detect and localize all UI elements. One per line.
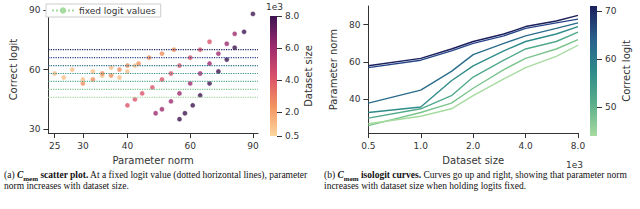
svg-text:Parameter norm: Parameter norm <box>113 155 194 166</box>
svg-text:1e3: 1e3 <box>566 160 583 170</box>
svg-text:Dataset size: Dataset size <box>303 45 314 107</box>
svg-text:2.0: 2.0 <box>466 141 481 151</box>
svg-text:60: 60 <box>184 141 196 151</box>
svg-text:80: 80 <box>349 20 361 30</box>
svg-text:90: 90 <box>29 5 41 15</box>
svg-text:60: 60 <box>605 54 617 64</box>
svg-text:4.0: 4.0 <box>285 75 300 85</box>
svg-text:2.0: 2.0 <box>285 107 300 117</box>
svg-text:fixed logit values: fixed logit values <box>79 6 156 16</box>
svg-text:30: 30 <box>29 124 41 134</box>
html-text:(a) Cmemscatter plot. At a fix: (a) Cmemscatter plot. At a fixed logit v… <box>4 170 308 191</box>
svg-text:60: 60 <box>29 65 41 75</box>
svg-text:Parameter norm: Parameter norm <box>328 29 339 110</box>
svg-text:Correct logit: Correct logit <box>621 40 632 102</box>
svg-text:6.0: 6.0 <box>285 43 300 53</box>
svg-text:25: 25 <box>49 141 60 151</box>
svg-text:0.5: 0.5 <box>361 141 375 151</box>
svg-text:50: 50 <box>605 102 617 112</box>
svg-text:40: 40 <box>122 141 134 151</box>
svg-text:Dataset size: Dataset size <box>442 155 504 166</box>
svg-text:60: 60 <box>349 57 361 67</box>
svg-text:1e3: 1e3 <box>266 2 283 12</box>
svg-text:70: 70 <box>605 6 617 16</box>
svg-text:1.0: 1.0 <box>414 141 429 151</box>
svg-text:8.0: 8.0 <box>285 11 300 21</box>
svg-text:90: 90 <box>247 141 259 151</box>
svg-text:30: 30 <box>77 141 89 151</box>
svg-text:8.0: 8.0 <box>571 141 586 151</box>
svg-text:Correct logit: Correct logit <box>8 39 19 101</box>
svg-text:40: 40 <box>349 94 361 104</box>
html-text:(b) Cmemisologit curves. Curve: (b) Cmemisologit curves. Curves go up an… <box>324 170 627 191</box>
svg-text:0.5: 0.5 <box>285 131 299 141</box>
svg-text:4.0: 4.0 <box>518 141 533 151</box>
